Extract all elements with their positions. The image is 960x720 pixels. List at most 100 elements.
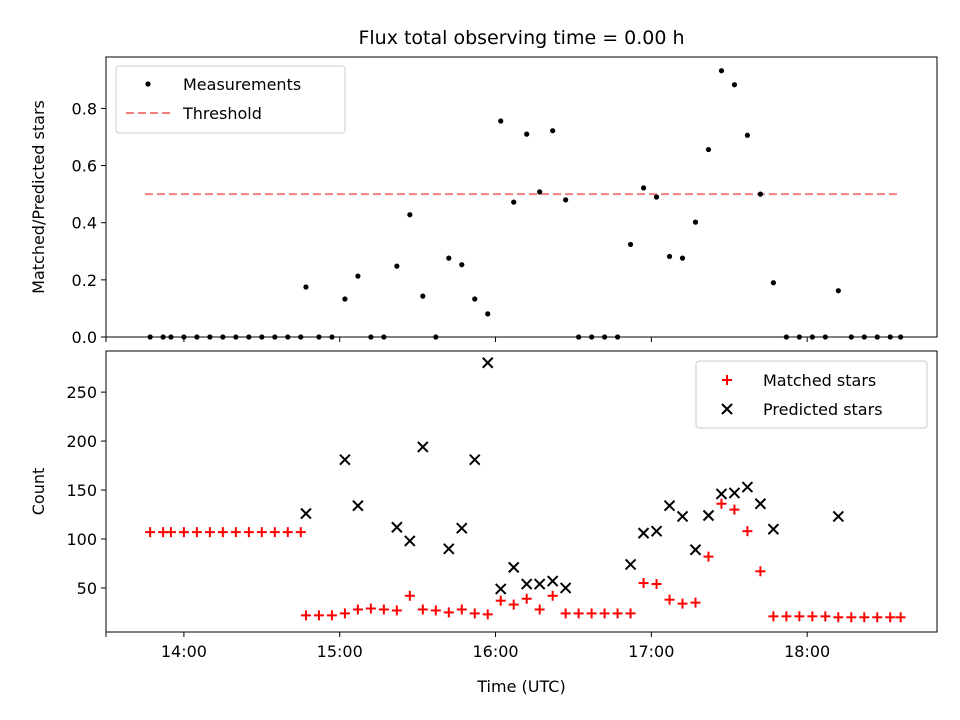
data-point [339,608,350,619]
data-point [303,284,309,290]
legend-label: Matched stars [763,371,876,390]
data-point [612,608,623,619]
data-point [295,527,306,538]
data-point [472,296,478,302]
x-tick-label: 18:00 [784,642,830,661]
data-point [729,504,740,515]
data-point [495,595,506,606]
data-point [534,604,545,615]
chart-title: Flux total observing time = 0.00 h [358,27,684,49]
data-point [282,527,293,538]
data-point [640,185,647,191]
data-point [269,527,280,538]
data-point [417,604,428,615]
data-point [781,611,792,622]
data-point [433,334,439,340]
data-point [246,334,252,340]
data-point [420,293,426,299]
legend: Matched stars Predicted stars [695,360,928,429]
data-point [677,598,688,609]
data-point [705,146,712,153]
data-point [456,604,467,615]
data-point [168,334,174,340]
data-point [298,334,304,340]
data-point [459,262,465,268]
data-point [770,280,776,286]
data-point [243,527,254,538]
data-point [233,334,239,340]
y-tick-label: 100 [66,530,97,549]
data-point [872,612,883,623]
series-predicted-stars [300,357,845,595]
data-point [702,509,715,522]
data-point [614,334,621,340]
x-axis-label: Time (UTC) [476,677,565,696]
data-point [365,603,376,614]
data-point [469,608,480,619]
data-point [537,189,543,195]
data-point [586,608,597,619]
data-point [741,481,754,493]
data-point [715,488,728,500]
legend-marker [721,403,733,415]
data-point [768,611,779,622]
data-point [563,197,569,203]
data-point [285,334,291,340]
data-point [651,579,662,590]
data-point [430,605,441,616]
data-point [256,527,267,538]
data-point [407,212,413,218]
data-point [230,527,241,538]
data-point [313,610,324,621]
data-point [469,453,481,466]
data-point [874,334,880,340]
y-tick-label: 0.4 [72,214,97,233]
data-point [485,311,491,317]
data-point [259,334,265,340]
data-point [300,507,312,520]
x-tick-label: 16:00 [472,642,518,661]
data-point [754,498,767,510]
data-point [820,611,831,622]
legend-box [115,65,346,134]
data-point [446,255,452,261]
data-point [653,194,660,200]
data-point [368,334,374,340]
y-axis-label: Count [29,468,48,516]
data-point [599,608,610,619]
data-point [160,334,166,340]
legend-label: Predicted stars [763,400,883,419]
y-tick-label: 150 [66,481,97,500]
data-point [679,255,686,261]
data-point [624,558,637,571]
ratio-plot: 0.0 0.2 0.4 0.6 0.8 Matched/Predicted stars Fl… [29,27,938,347]
data-point [207,334,213,340]
data-point [703,551,714,562]
legend-marker [145,81,151,87]
legend-label: Threshold [182,104,262,123]
data-point [716,498,727,509]
data-point [637,527,650,539]
data-point [796,334,802,340]
data-point [194,334,200,340]
data-point [181,334,187,340]
legend: Measurements Threshold [115,65,346,134]
data-point [887,334,893,340]
data-point [165,527,176,538]
series-measurements [147,68,904,340]
data-point [589,334,595,340]
data-point [352,499,364,512]
data-point [895,612,906,623]
data-point [355,273,361,279]
data-point [521,593,532,604]
data-point [767,523,780,535]
data-point [650,525,663,537]
data-point [524,131,530,137]
data-point [666,253,673,260]
data-point [482,609,493,620]
data-point [533,578,546,590]
data-point [559,582,572,594]
data-point [217,527,228,538]
data-point [676,510,689,523]
y-tick-label: 0.6 [72,157,97,176]
